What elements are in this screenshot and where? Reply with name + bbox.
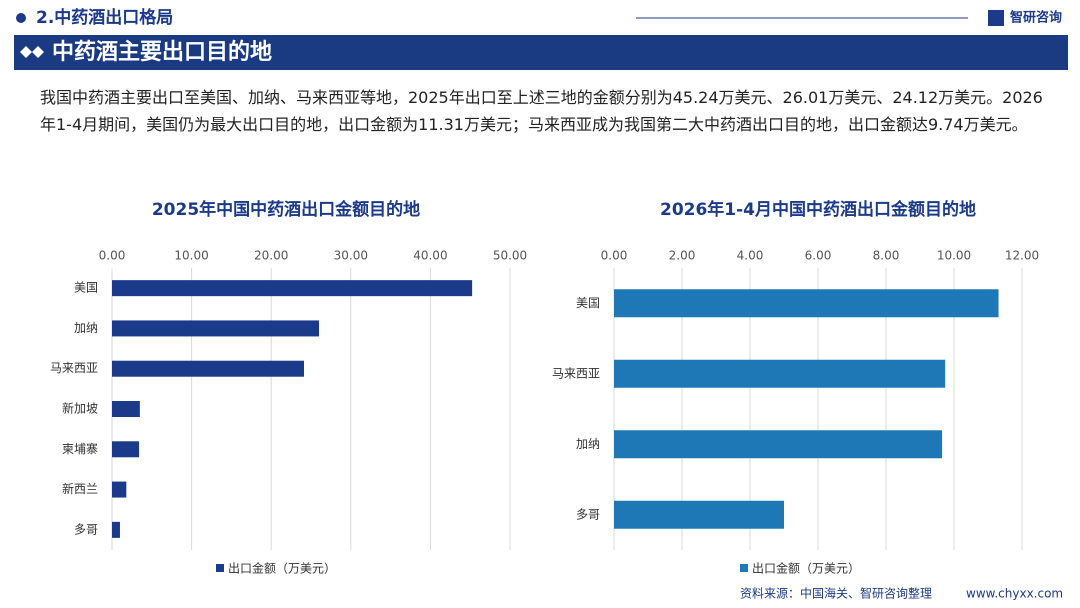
legend-label: 出口金额（万美元）	[752, 561, 860, 576]
x-tick-label: 10.00	[937, 249, 971, 263]
bar	[112, 280, 473, 297]
category-label: 美国	[576, 296, 600, 310]
x-tick-label: 20.00	[254, 249, 288, 263]
banner	[14, 35, 1068, 70]
x-tick-label: 4.00	[737, 249, 764, 263]
category-label: 多哥	[576, 507, 600, 521]
source: 资料来源：中国海关、智研咨询整理	[740, 586, 932, 601]
x-tick-label: 10.00	[174, 249, 208, 263]
logo: 智研咨询	[1010, 10, 1062, 26]
x-tick-label: 40.00	[413, 249, 447, 263]
x-tick-label: 30.00	[334, 249, 368, 263]
chart-title: 2026年1-4月中国中药酒出口金额目的地	[660, 199, 976, 220]
category-label: 美国	[74, 281, 98, 295]
banner-title: 中药酒主要出口目的地	[52, 39, 272, 65]
bar	[112, 481, 127, 498]
legend-swatch	[216, 564, 224, 572]
category-label: 加纳	[576, 437, 600, 451]
section-title: 2.中药酒出口格局	[36, 7, 173, 28]
x-tick-label: 50.00	[493, 249, 527, 263]
intro-text: 我国中药酒主要出口至美国、加纳、马来西亚等地，2025年出口至上述三地的金额分别…	[40, 88, 1043, 134]
logo-icon	[988, 10, 1004, 26]
x-tick-label: 0.00	[601, 249, 628, 263]
bar	[112, 360, 304, 377]
category-label: 新西兰	[62, 481, 98, 496]
bar	[112, 401, 140, 417]
bar	[112, 521, 120, 538]
x-tick-label: 8.00	[873, 249, 900, 263]
category-label: 马来西亚	[552, 366, 600, 380]
bar	[112, 320, 320, 337]
x-tick-label: 12.00	[1005, 249, 1039, 263]
bar	[614, 430, 943, 459]
legend-swatch	[740, 564, 748, 572]
x-tick-label: 0.00	[99, 249, 126, 263]
site: www.chyxx.com	[966, 587, 1063, 601]
category-label: 柬埔寨	[62, 441, 98, 456]
category-label: 加纳	[74, 321, 98, 335]
category-label: 马来西亚	[50, 361, 98, 375]
category-label: 新加坡	[62, 401, 98, 416]
chart-title: 2025年中国中药酒出口金额目的地	[152, 199, 420, 220]
bar	[614, 500, 784, 529]
bar	[112, 441, 140, 458]
x-tick-label: 6.00	[805, 249, 832, 263]
banner-icon	[20, 46, 44, 58]
bar	[614, 289, 999, 318]
category-label: 多哥	[74, 522, 98, 536]
bar	[614, 359, 946, 388]
bullet	[16, 13, 26, 23]
legend-label: 出口金额（万美元）	[228, 561, 336, 576]
x-tick-label: 2.00	[669, 249, 696, 263]
